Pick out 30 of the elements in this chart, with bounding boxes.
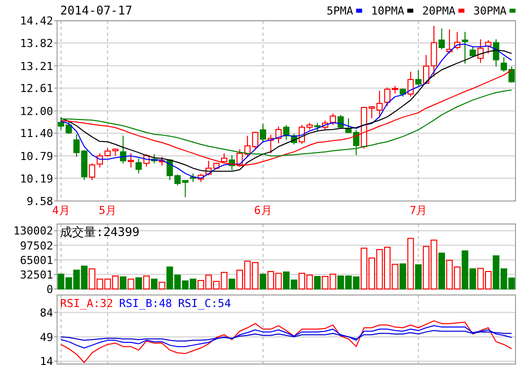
x-tick-label: 7月	[410, 204, 428, 217]
y-tick-label: 65001	[20, 254, 54, 267]
chart-title: 2014-07-17	[60, 4, 132, 18]
y-tick-label: 0	[46, 283, 54, 296]
y-tick-label: 14.42	[20, 14, 54, 28]
legend-label: 20PMA	[422, 4, 456, 18]
y-tick-label: 97502	[20, 239, 54, 252]
text: RSI_A:32	[60, 297, 114, 310]
y-tick-label: 32501	[20, 268, 54, 282]
legend-label: 10PMA	[371, 4, 405, 18]
y-tick-label: 12.00	[20, 104, 54, 118]
legend-label: 5PMA	[326, 4, 354, 18]
text: RSI_B:48	[119, 297, 172, 310]
y-tick-label: 9.58	[26, 195, 54, 208]
x-tick-label: 6月	[254, 204, 272, 217]
chart-title: 成交量:24399	[60, 225, 140, 239]
y-tick-label: 10.79	[20, 150, 54, 163]
x-tick-label: 4月	[52, 204, 70, 217]
y-tick-label: 130002	[13, 224, 54, 238]
x-tick-label: 5月	[98, 204, 116, 217]
legend-label: 30PMA	[473, 4, 507, 18]
y-tick-label: 11.40	[20, 127, 54, 140]
y-tick-label: 14	[40, 355, 54, 365]
y-tick-label: 13.82	[20, 37, 54, 50]
y-tick-label: 49	[40, 330, 54, 344]
y-tick-label: 13.21	[20, 60, 54, 73]
y-tick-label: 12.61	[20, 82, 54, 96]
y-tick-label: 10.19	[20, 172, 54, 186]
y-tick-label: 84	[40, 306, 54, 320]
text: RSI_C:54	[178, 297, 232, 310]
